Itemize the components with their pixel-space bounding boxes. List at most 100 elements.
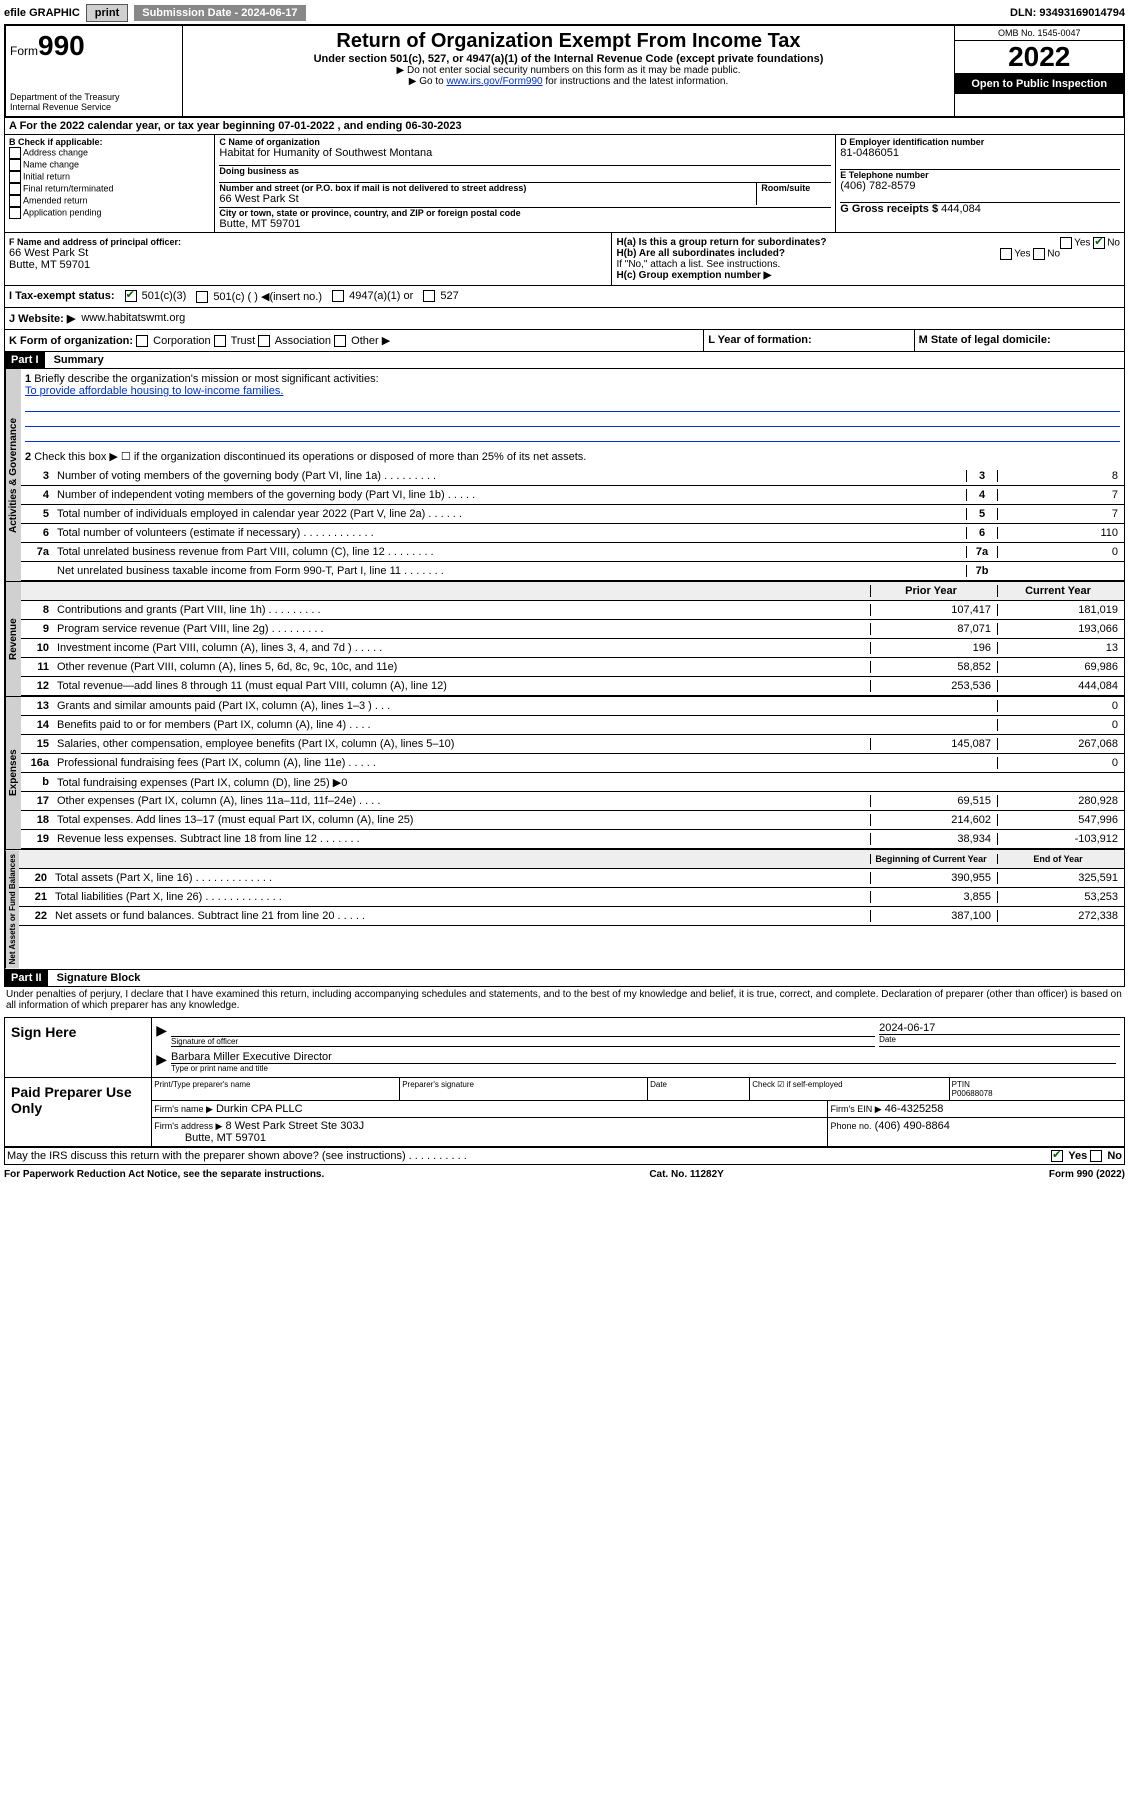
trust-checkbox[interactable] — [214, 335, 226, 347]
firm-addr: 8 West Park Street Ste 303J — [225, 1120, 364, 1132]
f-label: F Name and address of principal officer: — [9, 237, 607, 247]
room-label: Room/suite — [756, 183, 831, 205]
curr-year-header: Current Year — [997, 585, 1124, 597]
hb-yes[interactable] — [1000, 248, 1012, 260]
initial-return-checkbox[interactable] — [9, 171, 21, 183]
net-assets-section: Net Assets or Fund Balances Beginning of… — [4, 850, 1125, 969]
corp-checkbox[interactable] — [136, 335, 148, 347]
ptin-label: PTIN — [952, 1080, 970, 1089]
city: Butte, MT 59701 — [219, 218, 831, 230]
sig-date: 2024-06-17 — [879, 1022, 935, 1034]
addr-change-checkbox[interactable] — [9, 147, 21, 159]
declaration: Under penalties of perjury, I declare th… — [4, 987, 1125, 1013]
501c-checkbox[interactable] — [196, 291, 208, 303]
ha-yes[interactable] — [1060, 237, 1072, 249]
k-label: K Form of organization: — [9, 335, 133, 347]
ptin: P00688078 — [952, 1089, 993, 1098]
submission-date: Submission Date - 2024-06-17 — [134, 5, 305, 21]
section-d-e-g: D Employer identification number 81-0486… — [836, 135, 1124, 232]
a-line: A For the 2022 calendar year, or tax yea… — [9, 120, 462, 132]
form-subtitle: Under section 501(c), 527, or 4947(a)(1)… — [187, 53, 951, 65]
ha-label: H(a) Is this a group return for subordin… — [616, 237, 826, 248]
4947-checkbox[interactable] — [332, 290, 344, 302]
footer-right: Form 990 (2022) — [1049, 1169, 1125, 1180]
hb-label: H(b) Are all subordinates included? — [616, 248, 785, 259]
address: 66 West Park St — [219, 193, 756, 205]
other-checkbox[interactable] — [334, 335, 346, 347]
hb-no[interactable] — [1033, 248, 1045, 260]
527-checkbox[interactable] — [423, 290, 435, 302]
prep-name-label: Print/Type preparer's name — [152, 1078, 400, 1100]
discuss-yes[interactable] — [1051, 1150, 1063, 1162]
signature-block: Sign Here ▶ Signature of officer 2024-06… — [4, 1017, 1125, 1148]
discuss-no[interactable] — [1090, 1150, 1102, 1162]
prep-sig-label: Preparer's signature — [400, 1078, 648, 1100]
prior-year-header: Prior Year — [870, 585, 997, 597]
gov-tab: Activities & Governance — [5, 369, 21, 581]
ha-no[interactable] — [1093, 237, 1105, 249]
revenue-section: Revenue Prior Year Current Year 8Contrib… — [4, 582, 1125, 697]
m-label: M State of legal domicile: — [919, 334, 1051, 346]
city-label: City or town, state or province, country… — [219, 208, 831, 218]
part1-title: Summary — [48, 354, 104, 366]
date2-label: Date — [648, 1078, 750, 1100]
phone: (406) 782-8579 — [840, 180, 1120, 192]
firm-ein: 46-4325258 — [885, 1103, 944, 1115]
section-a: A For the 2022 calendar year, or tax yea… — [4, 118, 1125, 352]
section-c: C Name of organization Habitat for Human… — [215, 135, 836, 232]
firm-city: Butte, MT 59701 — [185, 1132, 266, 1144]
hc-label: H(c) Group exemption number ▶ — [616, 270, 771, 281]
app-pending-checkbox[interactable] — [9, 207, 21, 219]
addr-label: Number and street (or P.O. box if mail i… — [219, 183, 756, 193]
b-label: B Check if applicable: — [9, 137, 210, 147]
top-bar: efile GRAPHIC print Submission Date - 20… — [4, 4, 1125, 22]
name-change-checkbox[interactable] — [9, 159, 21, 171]
gross-receipts: 444,084 — [941, 203, 981, 215]
e-label: E Telephone number — [840, 169, 1120, 180]
name-label: Type or print name and title — [171, 1063, 1116, 1073]
part2-header: Part II — [5, 970, 48, 986]
end-year-header: End of Year — [997, 854, 1124, 864]
l-label: L Year of formation: — [708, 334, 812, 346]
org-name: Habitat for Humanity of Southwest Montan… — [219, 147, 831, 159]
part1-header: Part I — [5, 352, 45, 368]
governance-section: Activities & Governance 1 Briefly descri… — [4, 369, 1125, 582]
assoc-checkbox[interactable] — [258, 335, 270, 347]
dept-label: Department of the Treasury — [10, 92, 178, 102]
phone-label: Phone no. — [830, 1121, 871, 1131]
amended-checkbox[interactable] — [9, 195, 21, 207]
section-b: B Check if applicable: Address change Na… — [5, 135, 215, 232]
instruction-1: ▶ Do not enter social security numbers o… — [187, 65, 951, 76]
paid-preparer-label: Paid Preparer Use Only — [5, 1078, 152, 1146]
tax-year: 2022 — [955, 41, 1123, 74]
final-return-checkbox[interactable] — [9, 183, 21, 195]
firm-ein-label: Firm's EIN ▶ — [830, 1104, 881, 1114]
efile-label: efile GRAPHIC — [4, 7, 80, 19]
i-label: I Tax-exempt status: — [9, 290, 115, 303]
exp-tab: Expenses — [5, 697, 21, 849]
c-label: C Name of organization — [219, 137, 831, 147]
part2-title: Signature Block — [51, 972, 141, 984]
j-label: J Website: ▶ — [9, 312, 75, 325]
g-label: G Gross receipts $ — [840, 203, 938, 215]
footer-left: For Paperwork Reduction Act Notice, see … — [4, 1169, 324, 1180]
date-label: Date — [879, 1034, 1120, 1044]
sign-here-label: Sign Here — [5, 1018, 152, 1077]
sig-officer-label: Signature of officer — [171, 1036, 875, 1046]
net-tab: Net Assets or Fund Balances — [5, 850, 19, 968]
firm-name-label: Firm's name ▶ — [154, 1104, 213, 1114]
firm-name: Durkin CPA PLLC — [216, 1103, 303, 1115]
website: www.habitatswmt.org — [81, 312, 185, 325]
501c3-checkbox[interactable] — [125, 290, 137, 302]
omb-number: OMB No. 1545-0047 — [955, 26, 1123, 41]
form-header: Form990 Department of the Treasury Inter… — [4, 24, 1125, 118]
footer: For Paperwork Reduction Act Notice, see … — [4, 1169, 1125, 1180]
irs-label: Internal Revenue Service — [10, 102, 178, 112]
print-button[interactable]: print — [86, 4, 128, 22]
dln: DLN: 93493169014794 — [1010, 7, 1125, 19]
hb-note: If "No," attach a list. See instructions… — [616, 259, 1120, 270]
form-number: 990 — [38, 30, 85, 61]
mission: To provide affordable housing to low-inc… — [25, 385, 1120, 397]
irs-link[interactable]: www.irs.gov/Form990 — [446, 76, 542, 87]
d-label: D Employer identification number — [840, 137, 1120, 147]
